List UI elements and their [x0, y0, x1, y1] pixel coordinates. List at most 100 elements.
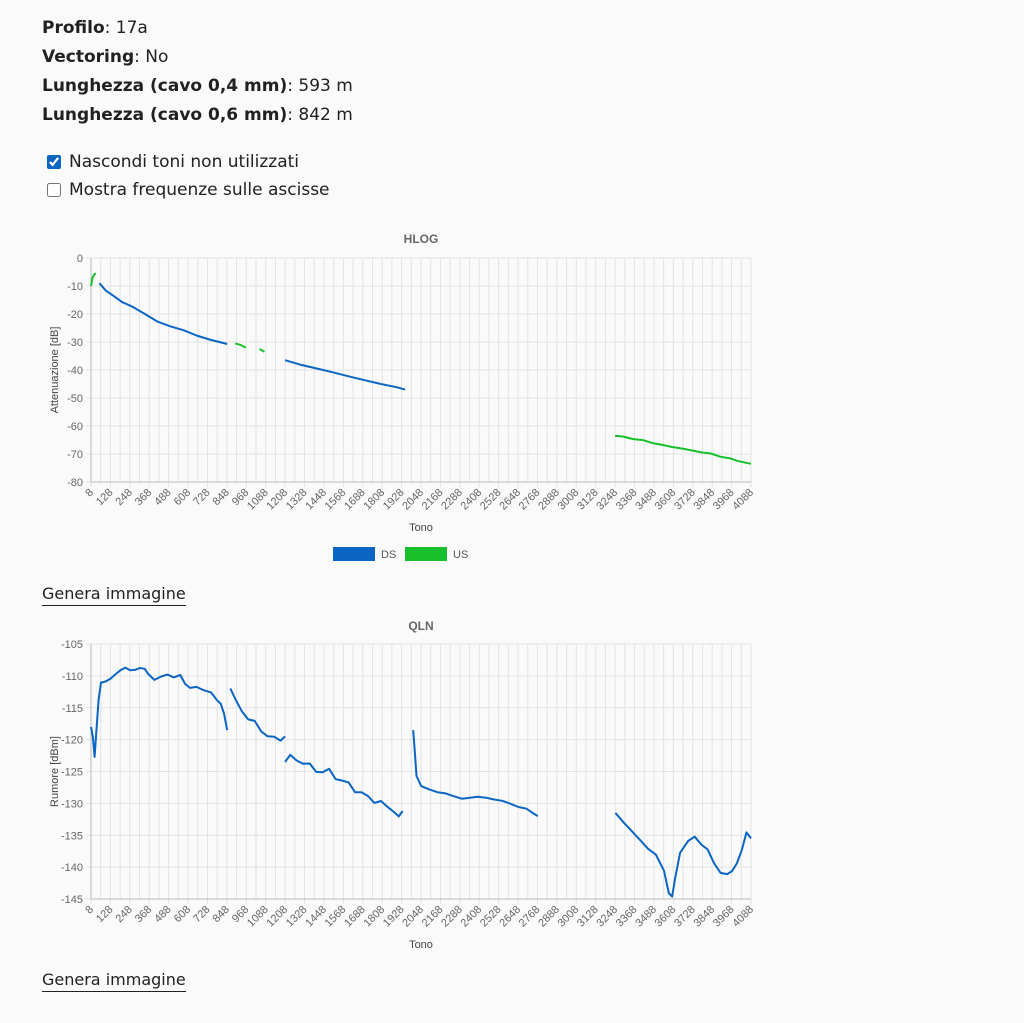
y-tick-label: -40 — [67, 365, 83, 377]
vectoring-value: No — [145, 47, 169, 67]
x-tick-label: 3368 — [614, 487, 640, 513]
x-tick-label: 128 — [94, 904, 115, 925]
y-tick-label: -105 — [61, 639, 83, 651]
chart-title: QLN — [408, 619, 433, 633]
x-tick-label: 1208 — [264, 487, 290, 513]
y-tick-label: -30 — [67, 337, 83, 349]
series-line-us — [90, 272, 97, 287]
y-tick-label: -20 — [67, 309, 83, 321]
x-tick-label: 1808 — [361, 904, 387, 930]
x-tick-label: 3968 — [711, 904, 737, 930]
x-tick-label: 248 — [113, 904, 134, 925]
x-tick-label: 3608 — [653, 487, 679, 513]
y-tick-label: -110 — [62, 671, 83, 683]
x-tick-label: 8 — [83, 904, 96, 917]
x-tick-label: 2888 — [536, 487, 562, 513]
x-tick-label: 4088 — [730, 904, 756, 930]
y-axis-label: Rumore [dBm] — [49, 736, 61, 807]
legend-swatch-us — [405, 547, 447, 561]
x-tick-label: 3368 — [614, 904, 640, 930]
y-tick-label: -70 — [67, 449, 83, 461]
x-axis-label: Tono — [409, 522, 433, 534]
x-tick-label: 3008 — [556, 904, 582, 930]
vectoring-label: Vectoring — [42, 47, 135, 67]
x-tick-label: 848 — [211, 487, 232, 508]
x-tick-label: 2528 — [478, 487, 504, 513]
legend-swatch-ds — [333, 547, 375, 561]
series-line-ds — [614, 812, 752, 898]
x-tick-label: 1688 — [342, 904, 368, 930]
y-tick-label: -10 — [67, 281, 83, 293]
x-tick-label: 1568 — [323, 904, 349, 930]
y-tick-label: 0 — [77, 253, 83, 265]
x-tick-label: 1088 — [245, 487, 271, 513]
x-tick-label: 488 — [152, 904, 173, 925]
y-axis-label: Attenuazione [dB] — [49, 327, 61, 414]
hide-unused-checkbox[interactable] — [47, 155, 61, 169]
x-tick-label: 368 — [133, 487, 154, 508]
vectoring-row: Vectoring: No — [42, 47, 169, 67]
series-line-ds — [90, 666, 229, 758]
x-tick-label: 1928 — [381, 487, 407, 513]
series-line-us — [259, 348, 265, 353]
chart-title: HLOG — [404, 232, 439, 246]
length-04-row: Lunghezza (cavo 0,4 mm): 593 m — [42, 76, 353, 96]
x-tick-label: 2168 — [420, 487, 446, 513]
profilo-row: Profilo: 17a — [42, 18, 148, 38]
x-tick-label: 3248 — [594, 487, 620, 513]
generate-image-button-hlog[interactable]: Genera immagine — [42, 584, 186, 606]
x-tick-label: 608 — [172, 487, 193, 508]
x-tick-label: 1448 — [303, 904, 329, 930]
options: Nascondi toni non utilizzati Mostra freq… — [42, 148, 330, 204]
x-tick-label: 728 — [191, 487, 212, 508]
x-tick-label: 3608 — [653, 904, 679, 930]
series-line-ds — [412, 730, 539, 817]
length-06-value: 842 m — [298, 105, 353, 125]
x-tick-label: 128 — [94, 487, 115, 508]
series-line-ds — [284, 359, 406, 391]
y-tick-label: -125 — [61, 767, 83, 779]
x-tick-label: 2888 — [536, 904, 562, 930]
x-tick-label: 3728 — [672, 904, 698, 930]
x-tick-label: 1688 — [342, 487, 368, 513]
x-tick-label: 3488 — [633, 904, 659, 930]
x-tick-label: 3488 — [633, 487, 659, 513]
length-04-label: Lunghezza (cavo 0,4 mm) — [42, 76, 288, 96]
x-tick-label: 728 — [191, 904, 212, 925]
x-tick-label: 3008 — [556, 487, 582, 513]
x-tick-label: 3128 — [575, 487, 601, 513]
x-tick-label: 848 — [211, 904, 232, 925]
x-tick-label: 3128 — [575, 904, 601, 930]
series-line-ds — [284, 753, 404, 818]
x-tick-label: 2048 — [400, 487, 426, 513]
x-tick-label: 3728 — [672, 487, 698, 513]
y-tick-label: -140 — [61, 862, 83, 874]
profilo-value: 17a — [115, 18, 148, 38]
generate-image-button-qln[interactable]: Genera immagine — [42, 970, 186, 992]
show-freq-checkbox[interactable] — [47, 183, 61, 197]
y-tick-label: -115 — [62, 703, 83, 715]
y-tick-label: -60 — [67, 421, 83, 433]
y-tick-label: -120 — [61, 735, 83, 747]
x-tick-label: 1208 — [264, 904, 290, 930]
show-freq-label: Mostra frequenze sulle ascisse — [69, 180, 330, 200]
line-info: Profilo: 17a Vectoring: No Lunghezza (ca… — [42, 14, 353, 130]
show-freq-option[interactable]: Mostra frequenze sulle ascisse — [42, 176, 330, 204]
x-tick-label: 608 — [172, 904, 193, 925]
x-tick-label: 2288 — [439, 904, 465, 930]
x-tick-label: 2168 — [420, 904, 446, 930]
length-04-value: 593 m — [298, 76, 353, 96]
series-line-ds — [229, 688, 286, 742]
profilo-label: Profilo — [42, 18, 105, 38]
x-tick-label: 248 — [113, 487, 134, 508]
x-axis-label: Tono — [409, 939, 433, 951]
y-tick-label: -145 — [61, 894, 83, 906]
x-tick-label: 2048 — [400, 904, 426, 930]
x-tick-label: 4088 — [730, 487, 756, 513]
x-tick-label: 368 — [133, 904, 154, 925]
x-tick-label: 1088 — [245, 904, 271, 930]
x-tick-label: 3248 — [594, 904, 620, 930]
x-tick-label: 1568 — [323, 487, 349, 513]
x-tick-label: 2408 — [459, 487, 485, 513]
hide-unused-option[interactable]: Nascondi toni non utilizzati — [42, 148, 330, 176]
